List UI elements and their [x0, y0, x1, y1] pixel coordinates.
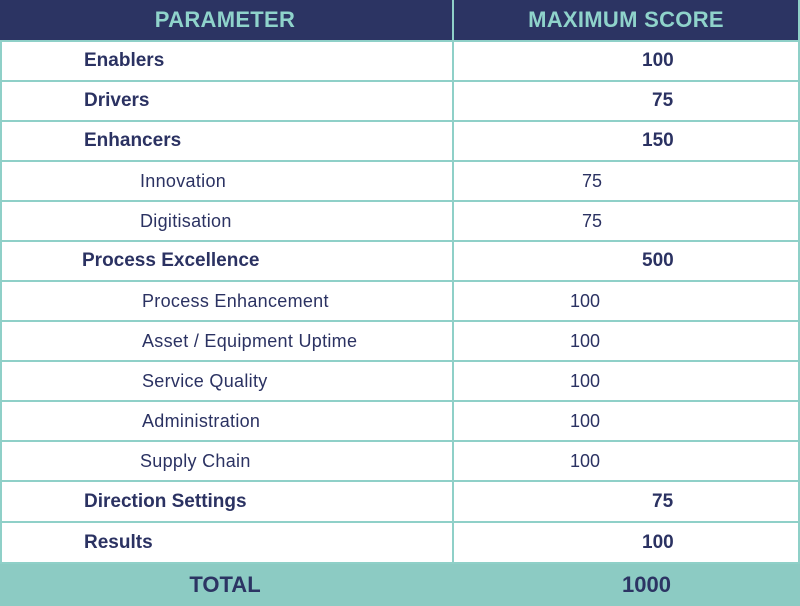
parameter-cell: Direction Settings — [0, 482, 454, 521]
parameter-name: Results — [84, 531, 153, 553]
total-row: TOTAL 1000 — [0, 564, 800, 606]
total-score-cell: 1000 — [454, 564, 800, 606]
score-value: 100 — [570, 330, 601, 351]
score-cell: 100 — [454, 282, 800, 320]
parameter-cell: Innovation — [0, 162, 454, 200]
score-value: 100 — [642, 50, 674, 71]
score-cell: 100 — [454, 402, 800, 440]
total-label-cell: TOTAL — [0, 564, 454, 606]
score-value: 150 — [642, 130, 674, 151]
table-row: Administration 100 — [0, 402, 800, 442]
table-row: Supply Chain 100 — [0, 442, 800, 482]
parameter-cell: Asset / Equipment Uptime — [0, 322, 454, 360]
parameter-cell: Digitisation — [0, 202, 454, 240]
parameter-cell: Administration — [0, 402, 454, 440]
parameter-name: Service Quality — [142, 370, 268, 391]
score-cell: 100 — [454, 42, 800, 80]
total-label: TOTAL — [189, 572, 261, 597]
parameter-name: Drivers — [84, 90, 150, 111]
table-row: Drivers 75 — [0, 82, 800, 122]
header-parameter-cell: PARAMETER — [0, 0, 454, 40]
score-value: 75 — [582, 210, 603, 231]
parameter-name: Asset / Equipment Uptime — [142, 330, 358, 351]
score-value: 100 — [570, 410, 601, 431]
table-row: Results 100 — [0, 523, 800, 564]
parameter-cell: Results — [0, 523, 454, 562]
score-cell: 100 — [454, 322, 800, 360]
table-row: Enhancers 150 — [0, 122, 800, 162]
score-value: 75 — [652, 490, 674, 512]
table-row: Direction Settings 75 — [0, 482, 800, 523]
parameter-cell: Enablers — [0, 42, 454, 80]
score-value: 100 — [570, 370, 601, 391]
score-cell: 500 — [454, 242, 800, 280]
parameter-cell: Supply Chain — [0, 442, 454, 480]
score-value: 500 — [642, 250, 674, 271]
score-cell: 75 — [454, 482, 800, 521]
parameter-name: Digitisation — [140, 210, 232, 231]
table-row: Digitisation 75 — [0, 202, 800, 242]
parameter-name: Innovation — [140, 170, 227, 191]
score-value: 75 — [652, 90, 674, 111]
parameter-name: Process Enhancement — [142, 290, 329, 311]
parameter-name: Supply Chain — [140, 450, 251, 471]
score-cell: 150 — [454, 122, 800, 160]
parameter-name: Administration — [142, 410, 261, 431]
score-value: 100 — [642, 531, 674, 553]
parameter-name: Enablers — [84, 50, 165, 71]
parameter-cell: Process Enhancement — [0, 282, 454, 320]
parameter-name: Enhancers — [84, 130, 182, 151]
parameter-cell: Service Quality — [0, 362, 454, 400]
parameter-cell: Drivers — [0, 82, 454, 120]
table-row: Process Excellence 500 — [0, 242, 800, 282]
total-score: 1000 — [622, 572, 671, 597]
score-cell: 75 — [454, 162, 800, 200]
score-value: 100 — [570, 450, 601, 471]
header-parameter-label: PARAMETER — [154, 7, 296, 32]
table-header: PARAMETER MAXIMUM SCORE — [0, 0, 800, 42]
header-score-cell: MAXIMUM SCORE — [454, 0, 800, 40]
score-value: 100 — [570, 290, 601, 311]
score-value: 75 — [582, 170, 603, 191]
score-cell: 100 — [454, 362, 800, 400]
table-row: Asset / Equipment Uptime 100 — [0, 322, 800, 362]
score-cell: 75 — [454, 82, 800, 120]
table-row: Service Quality 100 — [0, 362, 800, 402]
table-row: Process Enhancement 100 — [0, 282, 800, 322]
score-cell: 75 — [454, 202, 800, 240]
parameter-name: Process Excellence — [82, 250, 260, 271]
score-cell: 100 — [454, 523, 800, 562]
parameter-name: Direction Settings — [84, 490, 247, 512]
header-score-label: MAXIMUM SCORE — [528, 7, 724, 32]
score-cell: 100 — [454, 442, 800, 480]
table-row: Enablers 100 — [0, 42, 800, 82]
parameter-cell: Process Excellence — [0, 242, 454, 280]
parameter-cell: Enhancers — [0, 122, 454, 160]
table-row: Innovation 75 — [0, 162, 800, 202]
